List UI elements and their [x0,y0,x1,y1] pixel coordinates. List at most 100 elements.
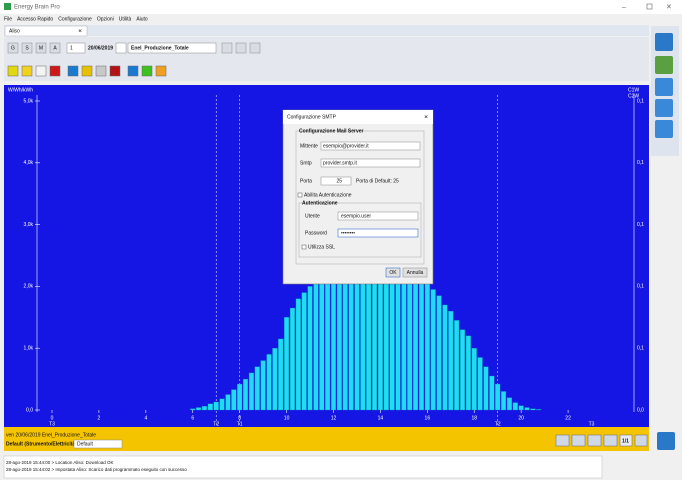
bar [190,408,196,411]
color-button[interactable] [155,65,167,77]
sidebar-button[interactable] [655,120,673,138]
source-select[interactable] [127,42,217,54]
x-tick-label: 10 [284,415,290,421]
menu-item[interactable]: File [4,16,12,22]
sidebar-button[interactable] [655,99,673,117]
y-tick-label: 3,0k [24,222,34,228]
dialog-close[interactable]: ✕ [424,114,428,120]
bar [284,317,290,411]
tab-close[interactable]: ✕ [78,28,82,34]
x-tick-label: 18 [471,415,477,421]
bar [530,408,536,411]
bar [196,407,202,411]
y2-tick-label: 0,1 [637,160,644,166]
nav-next[interactable] [587,434,602,447]
profile-select[interactable] [73,439,123,449]
y2-unit: C1W [628,87,639,93]
tool-button[interactable] [249,42,261,54]
color-button[interactable] [109,65,121,77]
zoom-button[interactable] [634,434,648,447]
log-panel [3,455,603,479]
color-button[interactable] [95,65,107,77]
bar [442,304,448,411]
bar [436,295,442,411]
close[interactable]: ✕ [666,4,672,11]
maximize[interactable] [646,3,653,10]
user-input[interactable] [337,211,419,221]
period-button[interactable] [21,42,33,54]
minimize[interactable]: – [622,4,626,11]
bar [477,357,483,411]
nav-prev[interactable] [571,434,586,447]
menu-item[interactable]: Accesso Rapido [17,16,53,22]
menu-item[interactable]: Utilità [119,16,132,22]
period-button[interactable] [35,42,47,54]
color-button[interactable] [35,65,47,77]
sidebar-button[interactable] [657,432,675,450]
color-button[interactable] [67,65,79,77]
nav-last[interactable] [603,434,618,447]
ssl-checkbox[interactable] [301,244,307,250]
x-tick-label: 14 [378,415,384,421]
tab[interactable] [4,25,88,37]
sidebar-button[interactable] [655,56,673,74]
smtp-input[interactable] [320,158,421,168]
color-button[interactable] [21,65,33,77]
menu-item[interactable]: Configurazione [58,16,92,22]
y2-tick-label: 0,1 [637,98,644,104]
dialog-title: Configurazione SMTP [287,114,337,120]
color-button[interactable] [141,65,153,77]
nav-buttons [555,434,648,447]
period-label: G [11,45,15,51]
window-title: Energy Brain Pro [14,5,60,11]
bar [483,366,489,411]
band-label: T3 [589,421,595,427]
nav-first[interactable] [555,434,570,447]
auth-checkbox[interactable] [297,192,303,198]
menu-item[interactable]: Aiuto [136,16,148,22]
tool-button[interactable] [221,42,233,54]
y2-tick-label: 0,1 [637,346,644,352]
x-tick-label: 8 [238,415,241,421]
y-tick-label: 1,0k [24,346,34,352]
bar [301,292,307,411]
user: esempio.user [341,213,371,219]
sender-input[interactable] [320,141,421,151]
color-button[interactable] [81,65,93,77]
x-tick-label: 2 [98,415,101,421]
page: 1/1 [622,438,629,444]
period-button[interactable] [7,42,19,54]
x-tick-label: 6 [191,415,194,421]
color-button[interactable] [127,65,139,77]
sidebar-button[interactable] [655,33,673,51]
tool-button[interactable] [235,42,247,54]
bar [536,409,542,411]
count-spinner[interactable] [66,42,86,54]
bar [489,375,495,411]
color-button[interactable] [49,65,61,77]
field-label: Porta [300,178,312,184]
field-label: Utente [305,213,320,219]
port: 25 [336,178,342,184]
x-tick-label: 12 [331,415,337,421]
smtp: provider.smtp.it [323,160,358,166]
y-tick-label: 5,0k [24,98,34,104]
date-picker[interactable] [115,42,127,54]
band-label: T1 [237,421,243,427]
password-input[interactable] [337,228,419,238]
color-button[interactable] [7,65,19,77]
tab-strip [4,25,649,36]
bar [430,289,436,411]
bar [254,366,260,411]
port-input[interactable] [320,176,352,186]
ok-button[interactable] [385,267,401,278]
cancel-button[interactable] [402,267,428,278]
field-label: Password [305,230,327,236]
menu-item[interactable]: Opzioni [97,16,114,22]
bar [213,401,219,411]
sidebar-button[interactable] [655,78,673,96]
period-button[interactable] [49,42,61,54]
field-label: Smtp [300,160,312,166]
x-tick-label: 16 [425,415,431,421]
